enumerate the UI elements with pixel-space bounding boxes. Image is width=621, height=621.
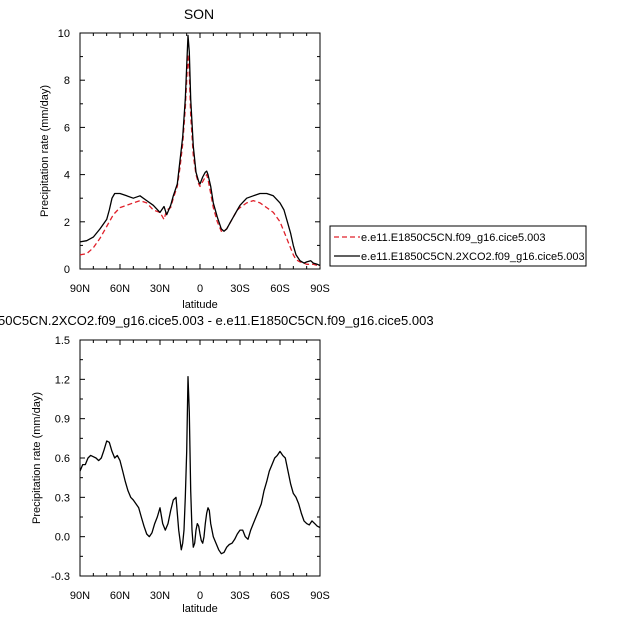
x-axis-title: latitude	[182, 603, 217, 615]
x-tick-label: 0	[197, 590, 203, 602]
y-tick-label: 10	[58, 28, 70, 40]
x-tick-label: 60N	[110, 590, 130, 602]
y-tick-label: 1.2	[55, 374, 70, 386]
y-axis-title: Precipitation rate (mm/day)	[39, 85, 51, 217]
series-lines	[79, 34, 321, 268]
x-tick-label: 30N	[150, 590, 170, 602]
x-axis-title: latitude	[182, 299, 217, 311]
y-tick-label: 0.6	[55, 453, 70, 465]
son-zonal-mean-chart: SON 90N 60N 30N 0 30S 60S 90S 0 2 4 6 8 10 latitude…	[39, 6, 587, 311]
y-tick-label: 6	[64, 122, 70, 134]
series-lines	[79, 376, 321, 555]
x-tick-label: 60S	[270, 590, 290, 602]
series-line-1	[79, 34, 321, 267]
x-tick-label: 0	[197, 283, 203, 295]
x-axis: 90N 60N 30N 0 30S 60S 90S	[70, 33, 330, 295]
difference-chart-title: 50C5CN.2XCO2.f09_g16.cice5.003 - e.e11.E…	[0, 313, 434, 328]
x-tick-label: 90N	[70, 283, 90, 295]
plot-frame	[79, 339, 321, 577]
x-tick-label: 90S	[310, 283, 330, 295]
x-tick-label: 30S	[230, 590, 250, 602]
y-axis: -0.3 0.0 0.3 0.6 0.9 1.2 1.5	[51, 335, 320, 583]
y-tick-label: 8	[64, 75, 70, 87]
x-axis: 90N 60N 30N 0 30S 60S 90S	[70, 340, 330, 602]
x-tick-label: 30N	[150, 283, 170, 295]
y-axis: 0 2 4 6 8 10	[58, 28, 320, 276]
y-tick-label: 4	[64, 170, 70, 182]
y-tick-label: 0.0	[55, 532, 70, 544]
x-tick-label: 30S	[230, 283, 250, 295]
x-tick-label: 60N	[110, 283, 130, 295]
x-tick-label: 60S	[270, 283, 290, 295]
legend-box	[329, 225, 587, 267]
plot-frame	[79, 32, 321, 270]
legend-label-2xco2: e.e11.E1850C5CN.2XCO2.f09_g16.cice5.003	[361, 251, 585, 263]
y-tick-label: 0	[64, 264, 70, 276]
x-tick-label: 90N	[70, 590, 90, 602]
y-axis-title: Precipitation rate (mm/day)	[31, 392, 43, 524]
y-tick-label: 1.5	[55, 335, 70, 347]
y-tick-label: 0.9	[55, 414, 70, 426]
series-line-0	[79, 376, 321, 555]
y-tick-label: 0.3	[55, 492, 70, 504]
series-line-0	[79, 53, 321, 268]
legend-label-control: e.e11.E1850C5CN.f09_g16.cice5.003	[361, 232, 546, 244]
chart-title: SON	[184, 6, 214, 22]
y-tick-label: -0.3	[51, 571, 70, 583]
x-tick-label: 90S	[310, 590, 330, 602]
difference-chart: 50C5CN.2XCO2.f09_g16.cice5.003 - e.e11.E…	[0, 313, 434, 615]
y-tick-label: 2	[64, 217, 70, 229]
legend: e.e11.E1850C5CN.f09_g16.cice5.003 e.e11.…	[329, 225, 587, 267]
